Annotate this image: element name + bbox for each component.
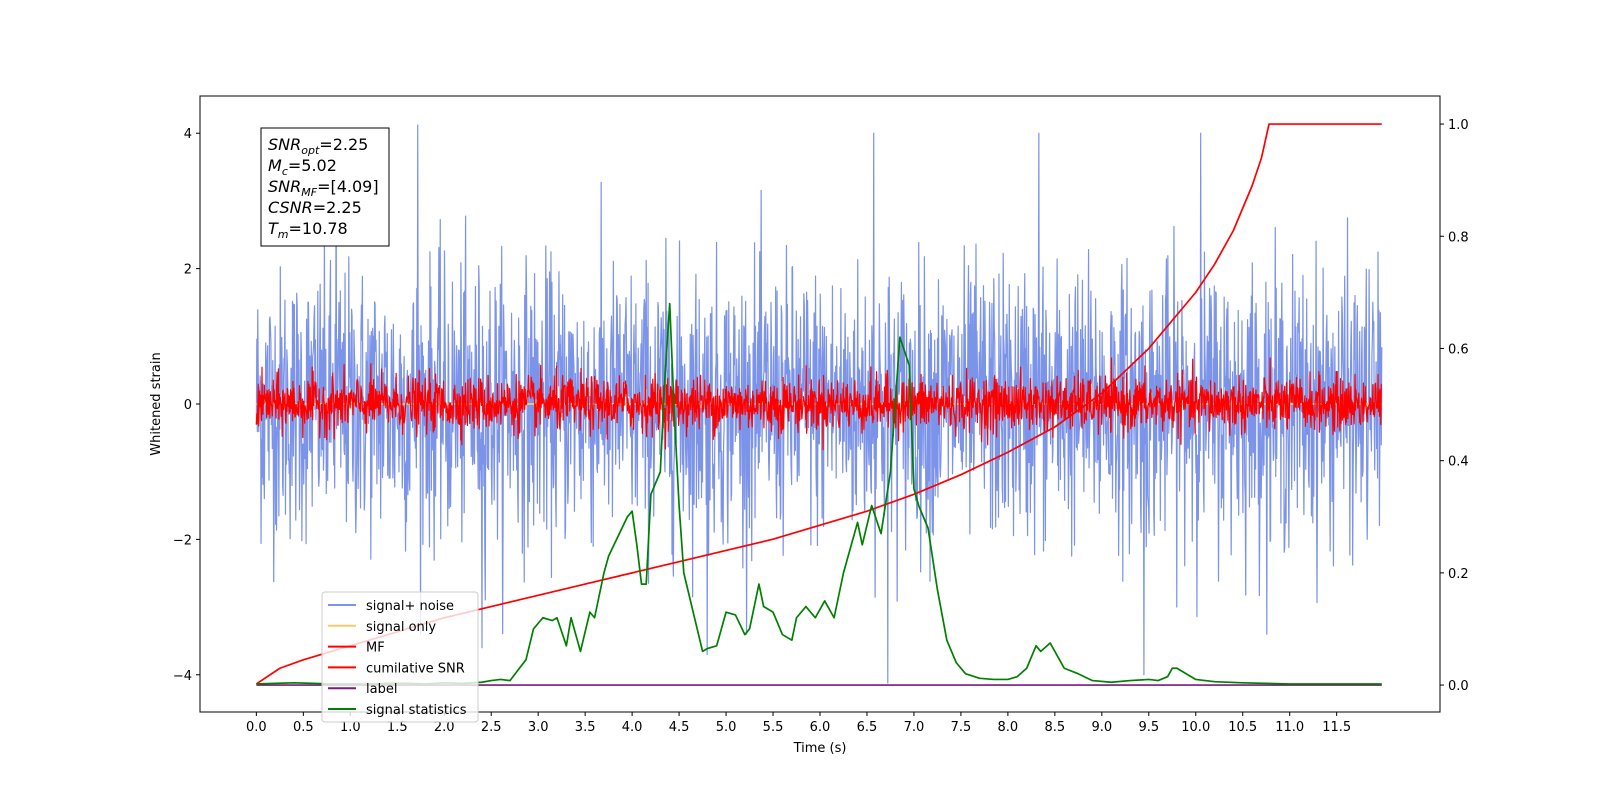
y-tick-label: −2 <box>173 533 192 548</box>
legend-frame <box>321 591 479 723</box>
x-tick-label: 3.5 <box>575 720 596 735</box>
legend: signal+ noise signal only MF cumilative SNR… <box>321 591 479 723</box>
annotation-line: Tm=10.78 <box>268 219 348 241</box>
y-axis-label: Whitened strain <box>149 352 164 455</box>
y-tick-label: −4 <box>173 669 192 684</box>
y2-tick-label: 0.4 <box>1448 455 1469 470</box>
legend-label-signal-only: signal only <box>366 620 436 635</box>
y2-tick-label: 0.2 <box>1448 567 1469 582</box>
x-tick-label: 10.0 <box>1181 720 1210 735</box>
x-tick-label: 6.5 <box>857 720 878 735</box>
x-tick-label: 4.0 <box>622 720 643 735</box>
annotation-line: SNRMF=[4.09] <box>268 177 379 199</box>
y-axis-left: −4 −2 0 2 4 <box>173 127 200 684</box>
y-tick-label: 2 <box>184 263 192 278</box>
annotation-line: Mc=5.02 <box>268 156 337 178</box>
x-axis: 0.0 0.5 1.0 1.5 2.0 2.5 3.0 3.5 4.0 4.5 5.0 5.5 6.0 6… <box>246 712 1351 735</box>
annotation-line: CSNR=2.25 <box>268 198 362 217</box>
x-tick-label: 8.5 <box>1045 720 1066 735</box>
x-tick-label: 3.0 <box>528 720 549 735</box>
x-tick-label: 10.5 <box>1228 720 1257 735</box>
legend-label-mf: MF <box>366 641 385 656</box>
x-tick-label: 11.5 <box>1322 720 1351 735</box>
x-tick-label: 2.5 <box>481 720 502 735</box>
x-tick-label: 8.0 <box>998 720 1019 735</box>
x-tick-label: 9.0 <box>1091 720 1112 735</box>
x-tick-label: 9.5 <box>1138 720 1159 735</box>
x-tick-label: 4.5 <box>669 720 690 735</box>
x-tick-label: 2.0 <box>434 720 455 735</box>
x-axis-label: Time (s) <box>793 741 847 756</box>
y-axis-right: 0.0 0.2 0.4 0.6 0.8 1.0 <box>1440 118 1469 694</box>
y-tick-label: 4 <box>184 127 192 142</box>
series-line-signal-statistics <box>256 302 1382 685</box>
x-tick-label: 7.0 <box>904 720 925 735</box>
legend-label-label: label <box>366 682 397 697</box>
series-line-mf <box>255 357 1383 451</box>
x-tick-label: 0.5 <box>293 720 314 735</box>
y-tick-label: 0 <box>184 398 192 413</box>
x-tick-label: 5.5 <box>763 720 784 735</box>
legend-label-signal-noise: signal+ noise <box>366 599 454 614</box>
annotation-frame <box>260 127 390 247</box>
y2-tick-label: 0.0 <box>1448 679 1469 694</box>
annotation-line: SNRopt=2.25 <box>268 135 368 157</box>
y2-tick-label: 0.6 <box>1448 342 1469 357</box>
x-tick-label: 1.5 <box>387 720 408 735</box>
x-tick-label: 11.0 <box>1275 720 1304 735</box>
x-tick-label: 7.5 <box>951 720 972 735</box>
y2-tick-label: 0.8 <box>1448 230 1469 245</box>
x-tick-label: 1.0 <box>340 720 361 735</box>
x-tick-label: 5.0 <box>716 720 737 735</box>
y2-tick-label: 1.0 <box>1448 118 1469 133</box>
x-tick-label: 6.0 <box>810 720 831 735</box>
legend-label-signal-statistics: signal statistics <box>366 703 467 718</box>
x-tick-label: 0.0 <box>246 720 267 735</box>
legend-label-cumilative-snr: cumilative SNR <box>366 661 465 676</box>
